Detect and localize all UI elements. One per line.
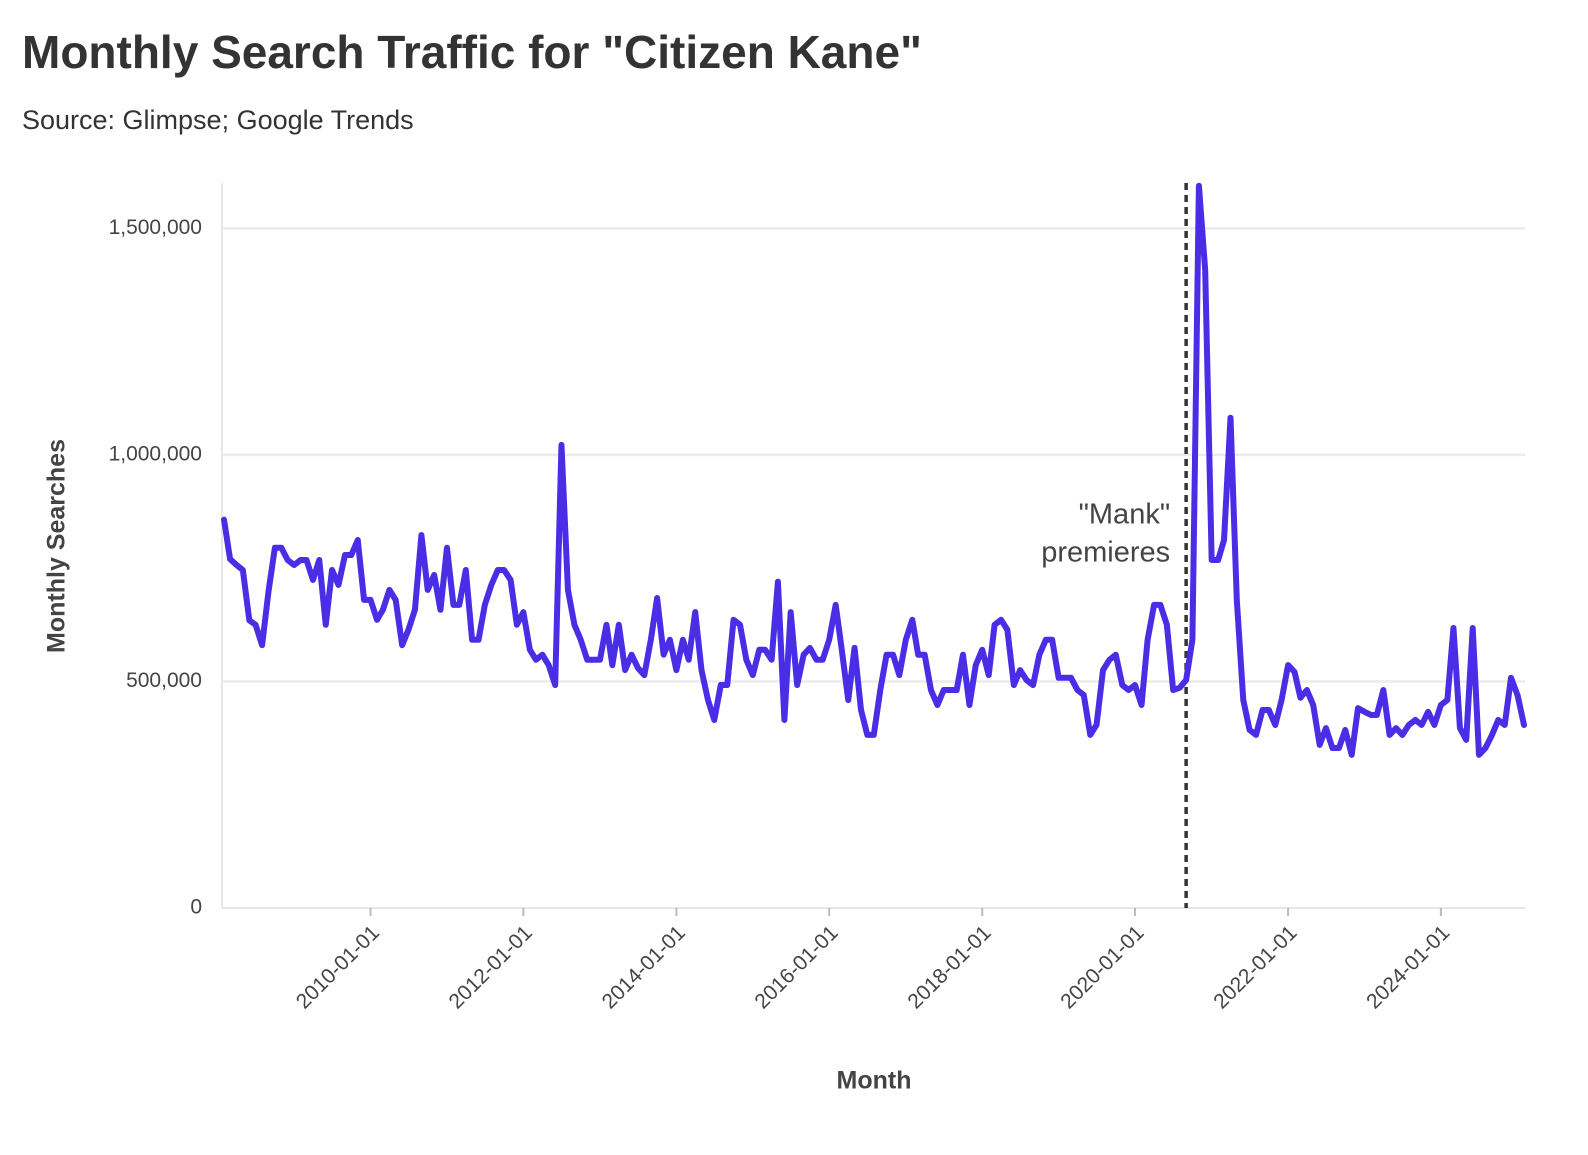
- x-tick-label: 2020-01-01: [1056, 921, 1148, 1013]
- x-axis-label: Month: [837, 1067, 912, 1095]
- y-tick-label: 1,000,000: [109, 442, 202, 465]
- annotation-text: premieres: [1041, 537, 1170, 569]
- line-series: [221, 182, 1527, 758]
- chart-subtitle: Source: Glimpse; Google Trends: [22, 105, 414, 135]
- x-tick-label: 2014-01-01: [598, 921, 690, 1013]
- y-axis-label: Monthly Searches: [43, 439, 71, 653]
- x-tick-label: 2012-01-01: [445, 921, 537, 1013]
- y-tick-label: 1,500,000: [109, 216, 202, 239]
- x-tick-label: 2024-01-01: [1362, 921, 1454, 1013]
- x-tick-label: 2010-01-01: [292, 921, 384, 1013]
- chart-title: Monthly Search Traffic for "Citizen Kane…: [22, 26, 922, 78]
- y-tick-label: 0: [190, 896, 202, 919]
- x-tick-label: 2016-01-01: [750, 921, 842, 1013]
- x-tick-label: 2022-01-01: [1209, 921, 1301, 1013]
- y-tick-label: 500,000: [126, 669, 202, 692]
- x-tick-label: 2018-01-01: [903, 921, 995, 1013]
- annotation-text: "Mank": [1079, 499, 1171, 531]
